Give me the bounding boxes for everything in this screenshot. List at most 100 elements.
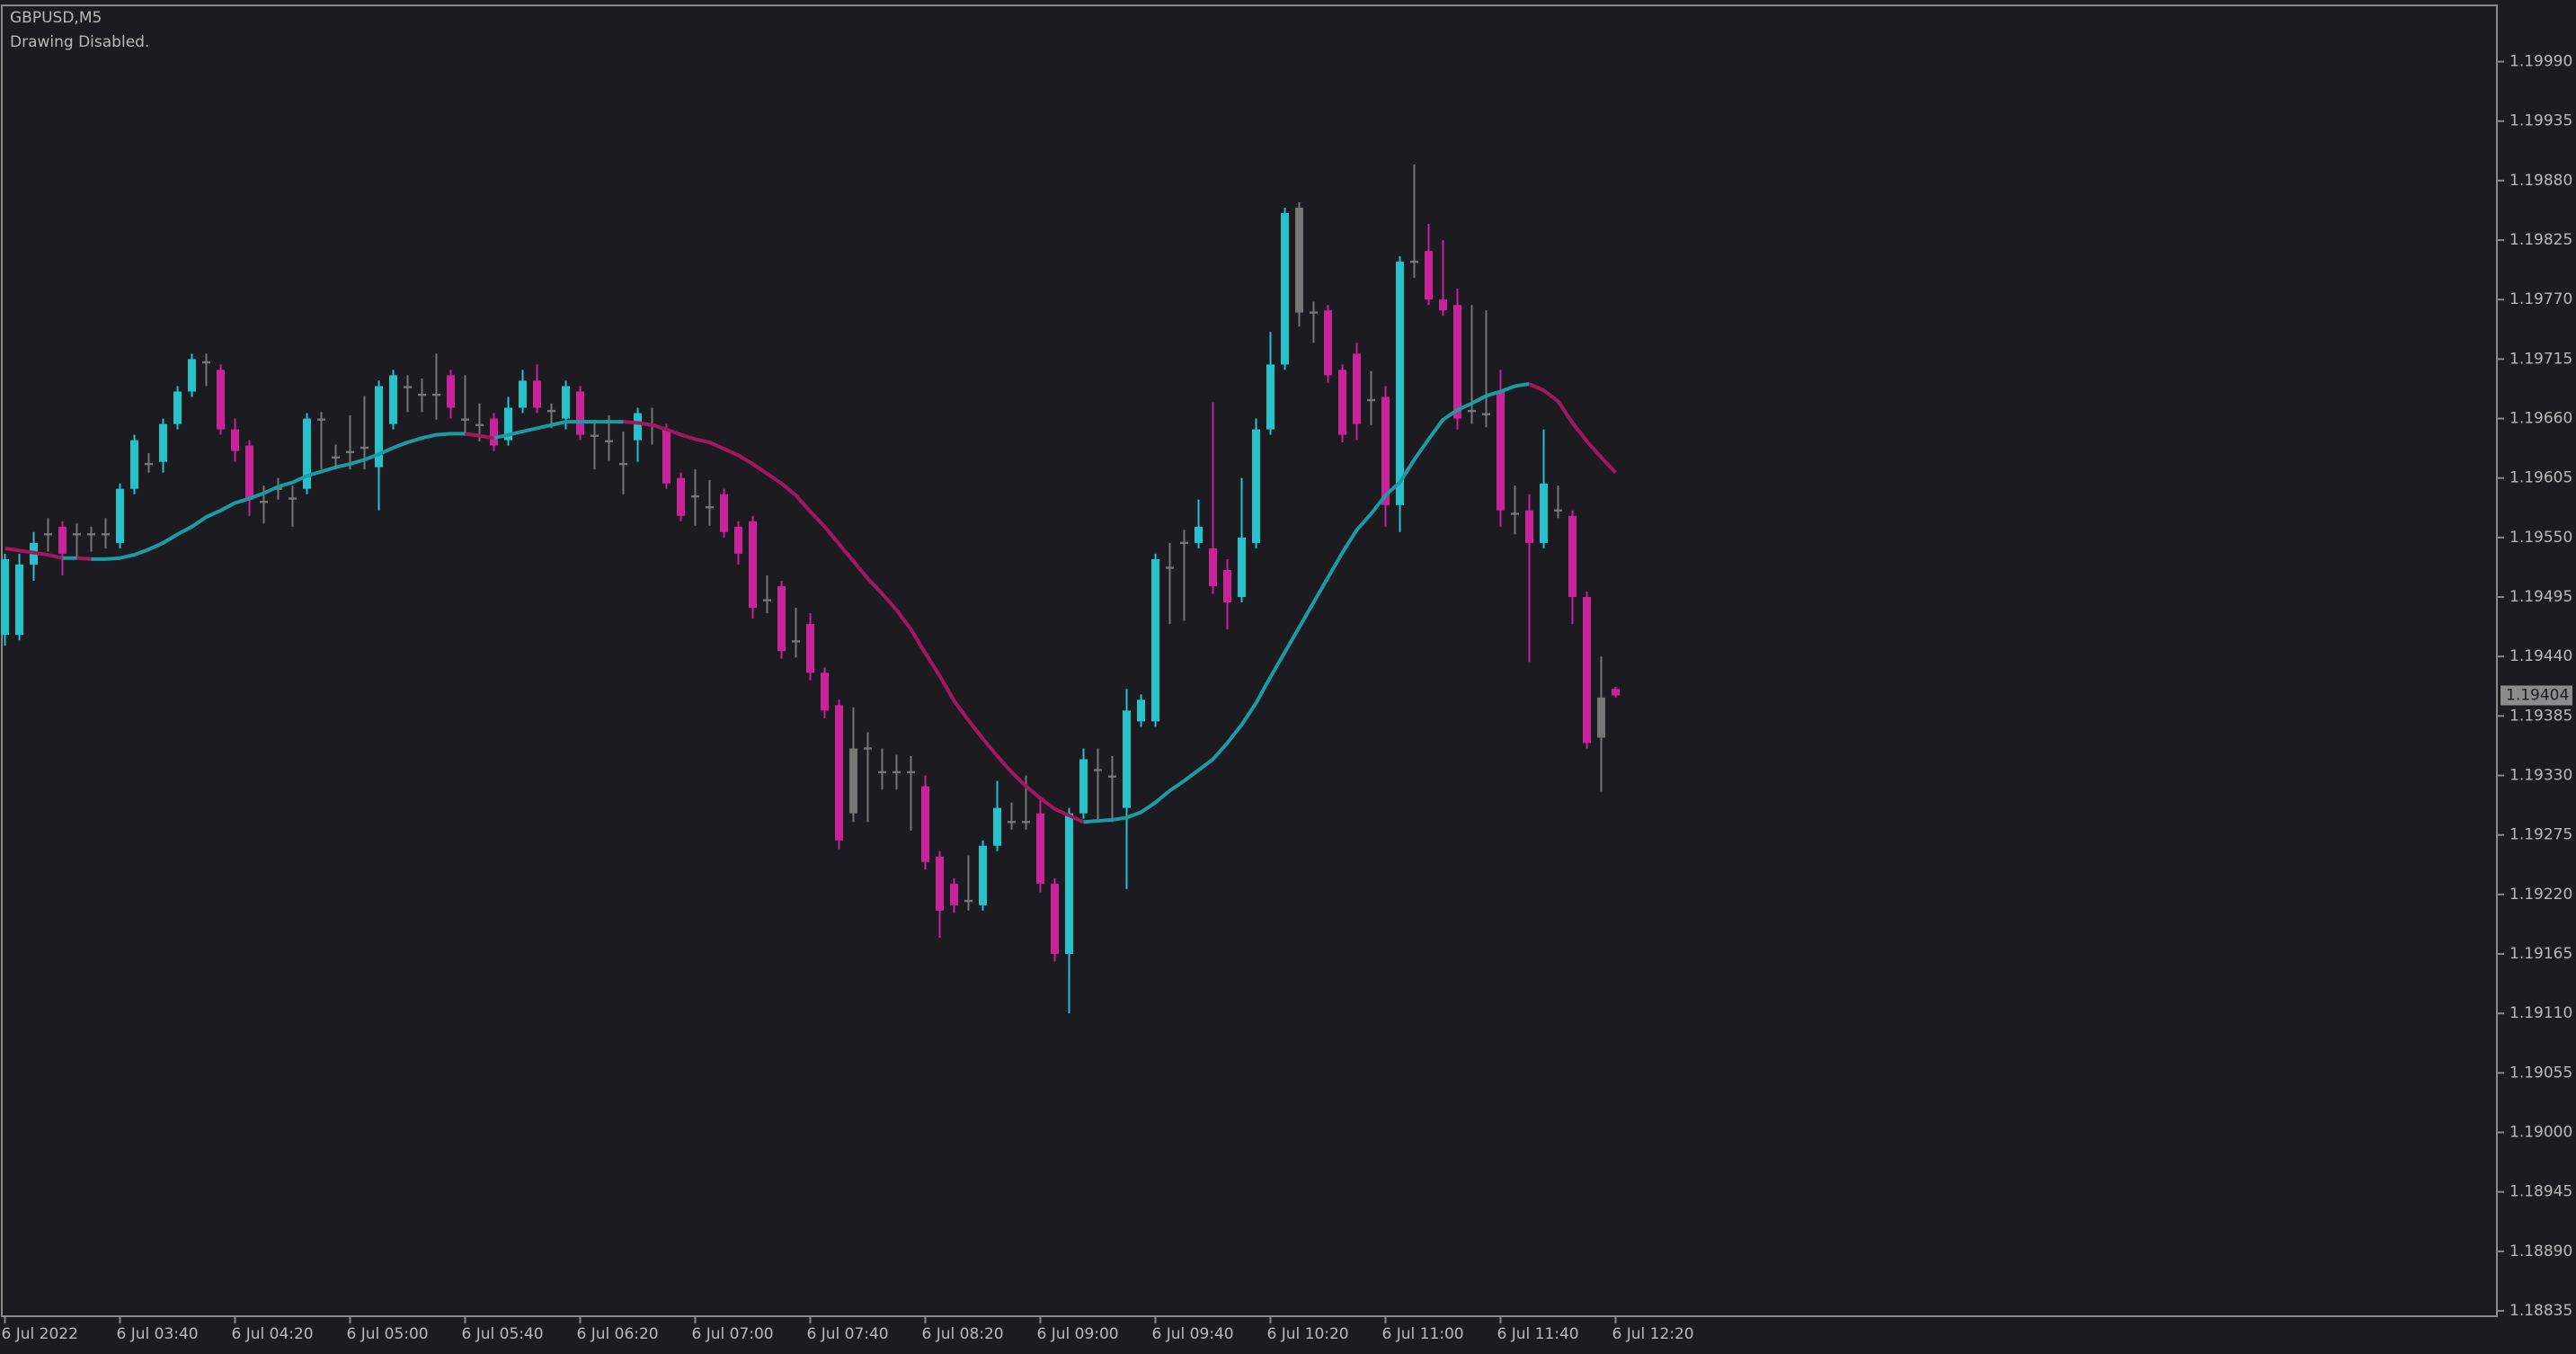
candle-body xyxy=(1209,548,1217,586)
candle-body xyxy=(1238,537,1246,598)
candle-body xyxy=(44,533,52,536)
y-tick-label: 1.19715 xyxy=(2509,350,2572,368)
candle-body xyxy=(475,423,484,426)
y-tick-label: 1.19880 xyxy=(2509,172,2572,190)
moving-average xyxy=(1528,382,1617,475)
candle-body xyxy=(1568,515,1577,598)
x-tick-label: 6 Jul 09:40 xyxy=(1152,1325,1234,1343)
symbol-label: GBPUSD,M5 xyxy=(10,9,102,27)
candle-body xyxy=(245,445,253,500)
candle-body xyxy=(260,500,268,503)
candle-body xyxy=(332,456,340,459)
candle-body xyxy=(159,423,167,462)
candle-body xyxy=(1180,541,1188,545)
candle-body xyxy=(1079,759,1088,814)
candle-body xyxy=(102,533,110,536)
candle-body xyxy=(864,747,872,750)
candle-body xyxy=(1036,813,1044,884)
candle-body xyxy=(217,370,225,430)
y-tick-label: 1.19385 xyxy=(2509,707,2572,725)
candle-body xyxy=(188,359,196,392)
candle-body xyxy=(533,380,541,408)
candle-body xyxy=(1151,558,1159,722)
y-tick-label: 1.19440 xyxy=(2509,647,2572,665)
candle-body xyxy=(821,673,829,711)
x-tick-label: 6 Jul 10:20 xyxy=(1267,1325,1349,1343)
candle-body xyxy=(87,533,95,536)
y-tick-label: 1.19550 xyxy=(2509,529,2572,547)
candle-body xyxy=(289,497,297,500)
candle-body xyxy=(1497,391,1505,511)
x-tick-label: 6 Jul 08:20 xyxy=(922,1325,1004,1343)
x-tick-label: 6 Jul 11:40 xyxy=(1497,1325,1579,1343)
y-tick-label: 1.19220 xyxy=(2509,886,2572,904)
candle-body xyxy=(58,526,67,554)
x-tick-label: 6 Jul 06:20 xyxy=(577,1325,659,1343)
candle-body xyxy=(1137,699,1145,722)
y-tick-label: 1.19275 xyxy=(2509,826,2572,844)
y-tick-label: 1.19935 xyxy=(2509,112,2572,130)
candle-body xyxy=(231,429,239,451)
candle-body xyxy=(418,393,426,396)
moving-average xyxy=(465,432,494,441)
moving-average xyxy=(76,556,92,561)
candle-body xyxy=(619,462,627,466)
candle-body xyxy=(1453,305,1461,419)
candle-body xyxy=(317,418,325,421)
candle-body xyxy=(878,771,886,774)
candle-body xyxy=(1281,212,1289,365)
x-tick-label: 6 Jul 11:00 xyxy=(1382,1325,1464,1343)
candle-body xyxy=(360,446,369,450)
candle-body xyxy=(130,440,138,489)
candle-body xyxy=(519,380,527,408)
candle-body xyxy=(461,418,469,421)
candle-body xyxy=(1482,413,1490,415)
candle-body xyxy=(907,771,915,774)
candle-body xyxy=(1008,821,1016,824)
y-tick-label: 1.18945 xyxy=(2509,1183,2572,1201)
candle-body xyxy=(777,585,786,652)
candle-body xyxy=(893,771,901,774)
candle-body xyxy=(720,494,728,532)
x-tick-label: 6 Jul 04:20 xyxy=(232,1325,314,1343)
candle-body xyxy=(562,386,570,419)
candle-body xyxy=(691,494,699,498)
candle-body xyxy=(1,558,9,636)
candle-body xyxy=(173,391,182,424)
candle-body xyxy=(849,748,857,814)
candle-body xyxy=(1094,769,1102,771)
x-tick-label: 6 Jul 03:40 xyxy=(117,1325,199,1343)
candle-body xyxy=(447,375,455,408)
candle-body xyxy=(1410,260,1418,263)
last-price-box xyxy=(2500,685,2572,706)
candle-body xyxy=(677,477,685,516)
candle-body xyxy=(936,856,944,911)
candle-body xyxy=(1051,883,1059,955)
candle-body xyxy=(1381,396,1390,505)
candle-body xyxy=(404,386,412,388)
candle-body xyxy=(591,434,599,437)
candle-body xyxy=(1612,689,1620,696)
candle-body xyxy=(504,407,512,441)
candle-body xyxy=(576,391,584,435)
candle-body xyxy=(1468,409,1476,413)
candle-body xyxy=(303,418,311,489)
y-tick-label: 1.19330 xyxy=(2509,767,2572,785)
x-tick-label: 6 Jul 07:00 xyxy=(692,1325,774,1343)
candle-body xyxy=(706,505,714,509)
candle-body xyxy=(1065,813,1073,955)
candle-body xyxy=(921,786,929,862)
x-tick-label: 6 Jul 2022 xyxy=(2,1325,78,1343)
moving-average xyxy=(4,546,63,560)
candle-body xyxy=(993,807,1001,846)
candle-body xyxy=(1525,510,1533,543)
y-tick-label: 1.18835 xyxy=(2509,1302,2572,1320)
candle-body xyxy=(1597,697,1605,738)
candle-body xyxy=(1554,509,1562,512)
candle-body xyxy=(1540,483,1548,543)
x-tick-label: 6 Jul 09:00 xyxy=(1037,1325,1119,1343)
y-tick-label: 1.19055 xyxy=(2509,1064,2572,1082)
y-tick-label: 1.19990 xyxy=(2509,53,2572,71)
candle-body xyxy=(1123,710,1131,808)
candle-body xyxy=(1338,370,1346,435)
